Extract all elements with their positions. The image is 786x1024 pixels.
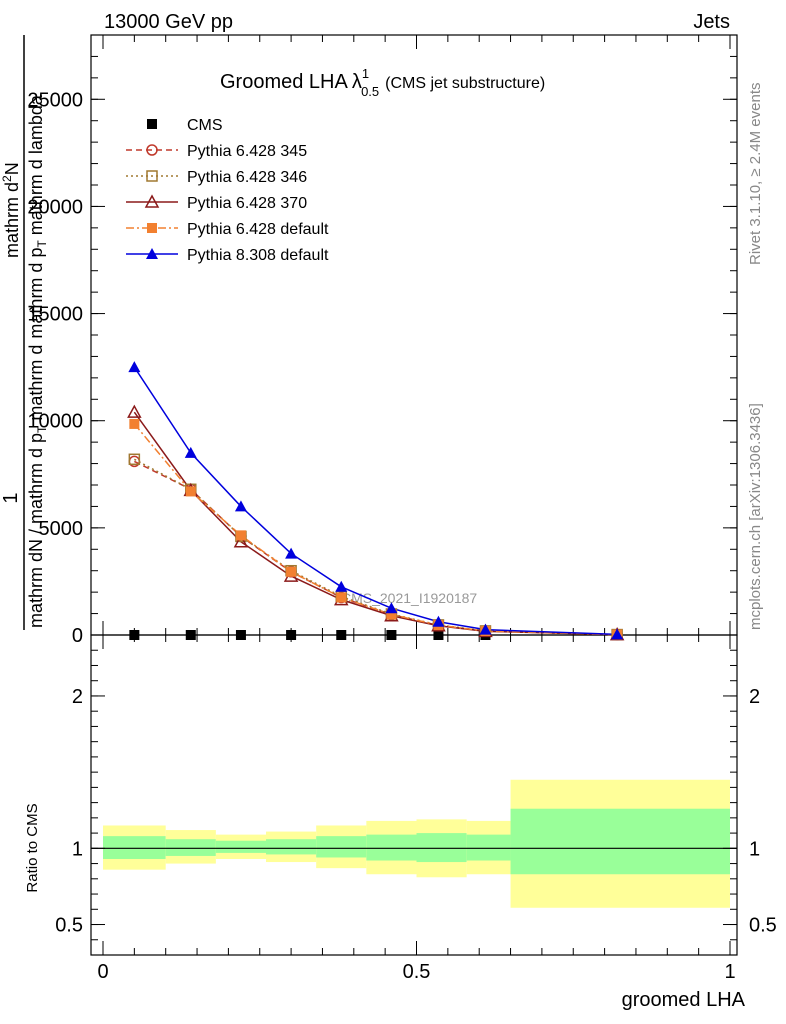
xlabel: groomed LHA: [622, 989, 746, 1011]
legend-label-pythia-6-428-default: Pythia 6.428 default: [187, 221, 329, 238]
data-point-pythia-8-308-default: [234, 500, 247, 512]
y-tick-label-right: 1: [749, 838, 760, 860]
data-point-cms: [286, 630, 297, 640]
legend-marker-pythia-8-308-default: [146, 248, 158, 259]
title-superscript: 1: [362, 66, 369, 81]
legend-marker-pythia-6-428-default: [147, 223, 157, 233]
data-point-pythia-6-428-default: [286, 566, 297, 577]
ratio-ylabel: Ratio to CMS: [24, 803, 41, 892]
legend-marker-pythia-6-428-345: [146, 144, 158, 156]
data-point-cms: [185, 630, 196, 640]
rivet-version-text: Rivet 3.1.10, ≥ 2.4M events: [747, 83, 764, 266]
y-tick-label-right: 2: [749, 686, 760, 708]
data-point-pythia-6-428-default: [185, 486, 196, 497]
data-point-pythia-6-428-default: [235, 530, 246, 541]
panel-border: [90, 634, 738, 956]
legend-label-pythia-8-308-default: Pythia 8.308 default: [187, 247, 329, 264]
ylabel-numerator-1: 1: [0, 492, 22, 503]
x-tick-label: 1: [724, 961, 735, 983]
ratio-band-inner: [316, 836, 367, 858]
data-point-pythia-8-308-default: [184, 446, 197, 458]
title-subscript: 0.5: [361, 84, 379, 99]
y-tick-label: 15000: [27, 304, 83, 326]
legend-label-cms: CMS: [187, 117, 223, 134]
ratio-band-inner: [466, 834, 511, 861]
legend-label-pythia-6-428-346: Pythia 6.428 346: [187, 169, 307, 186]
ratio-band-inner: [215, 840, 267, 853]
x-tick-label: 0.5: [403, 961, 431, 983]
y-tick-label: 2: [72, 686, 83, 708]
header-jets: Jets: [693, 11, 730, 33]
legend-marker-pythia-6-428-346: [146, 170, 158, 182]
data-point-pythia-8-308-default: [385, 602, 398, 614]
header-energy: 13000 GeV pp: [104, 11, 233, 33]
data-point-pythia-8-308-default: [432, 615, 445, 627]
ratio-panel-frame: 0.5 0.5 1 1 2 2 0 0.5 1: [55, 634, 777, 983]
data-point-pythia-6-428-370: [127, 404, 142, 418]
data-point-cms: [386, 630, 397, 640]
data-point-pythia-6-428-370: [233, 534, 249, 548]
mcplots-text: mcplots.cern.ch [arXiv:1306.3436]: [747, 403, 764, 630]
y-tick-label: 10000: [27, 411, 83, 433]
series-markers: [127, 361, 625, 641]
title-symbol: λ: [352, 71, 362, 93]
ratio-band-inner: [366, 834, 417, 861]
title-subtitle: (CMS jet substructure): [385, 75, 545, 92]
series-line-pythia-6-428-346: [133, 458, 618, 636]
data-point-pythia-8-308-default: [335, 580, 348, 592]
data-point-cms: [129, 630, 140, 640]
y-tick-label-right: 0.5: [749, 915, 777, 937]
main-ylabel: 1 mathrm dN / mathrm d pT mathrm dmathrm…: [0, 35, 49, 630]
legend-label-pythia-6-428-370: Pythia 6.428 370: [187, 195, 307, 212]
y-tick-label: 0.5: [55, 915, 83, 937]
data-point-pythia-6-428-default: [386, 609, 397, 620]
ratio-band-inner: [165, 839, 216, 856]
plot-title: Groomed LHA λ1 0.5 (CMS jet substructure): [220, 66, 545, 99]
data-point-pythia-6-428-default: [129, 418, 140, 429]
data-point-cms: [433, 630, 444, 640]
ratio-band-inner: [416, 833, 467, 863]
data-point-pythia-8-308-default: [611, 628, 624, 640]
data-point-pythia-6-428-346: [128, 453, 141, 466]
legend-marker-pythia-6-428-370: [144, 194, 160, 208]
data-point-cms: [336, 630, 347, 640]
data-point-pythia-8-308-default: [479, 623, 492, 635]
ratio-band-inner: [103, 836, 166, 859]
ylabel-numerator-2: mathrm d2N: [0, 162, 22, 258]
legend-marker-cms: [147, 119, 157, 129]
x-tick-label: 0: [97, 961, 108, 983]
legend: CMS Pythia 6.428 345 Pythia 6.428 346 Pythi…: [126, 117, 329, 264]
data-point-pythia-8-308-default: [285, 547, 298, 559]
y-tick-label: 5000: [39, 518, 84, 540]
y-tick-label: 25000: [27, 89, 83, 111]
ratio-bands: [91, 779, 737, 908]
main-panel-frame: 0 5000 10000 15000 20000 25000: [27, 34, 738, 647]
data-point-pythia-8-308-default: [128, 361, 141, 373]
ylabel-denominator-1: mathrm dN / mathrm d pT mathrm dmathrm d…: [26, 94, 49, 628]
data-point-cms: [235, 630, 246, 640]
y-tick-label: 0: [72, 625, 83, 647]
y-tick-label: 1: [72, 838, 83, 860]
ratio-band-inner: [510, 808, 730, 875]
data-point-pythia-6-428-default: [336, 592, 347, 603]
title-main: Groomed LHA: [220, 71, 348, 93]
ratio-band-inner: [266, 839, 317, 855]
legend-label-pythia-6-428-345: Pythia 6.428 345: [187, 143, 307, 160]
y-tick-label: 20000: [27, 196, 83, 218]
